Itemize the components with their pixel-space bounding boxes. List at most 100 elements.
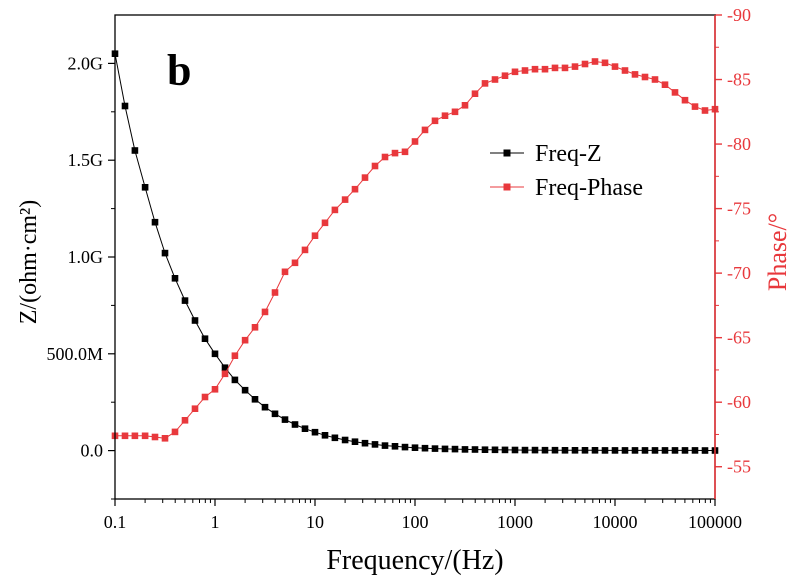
legend: Freq-Z Freq-Phase [490, 141, 643, 201]
freq-z-point [381, 442, 389, 449]
freq-phase-point [581, 60, 589, 68]
freq-phase-point [661, 81, 669, 88]
freq-phase-point [251, 324, 259, 331]
freq-phase-point [381, 153, 389, 161]
freq-phase-point [691, 103, 699, 110]
freq-z-point [601, 447, 609, 454]
legend-label-phase: Freq-Phase [535, 175, 643, 201]
freq-z-point [351, 438, 359, 445]
freq-phase-point [311, 232, 319, 239]
tick-layer: 0.1 1 10 100 1000 10000 100000 0.0 500.0M 1.0G 1.5… [46, 5, 751, 532]
freq-z-point [411, 444, 419, 451]
y-right-axis-title: Phase/° [763, 213, 792, 291]
y-right-tick-label: -55 [727, 457, 751, 477]
freq-phase-point [141, 432, 149, 440]
legend-label-z: Freq-Z [535, 141, 602, 167]
legend-marker-phase [503, 183, 511, 191]
freq-z-point [291, 421, 299, 428]
freq-phase-point [501, 72, 509, 79]
plot-frame [114, 14, 716, 500]
freq-z-point [581, 447, 589, 454]
freq-z-point [641, 447, 649, 454]
freq-z-point [681, 447, 689, 454]
freq-phase-point [291, 259, 299, 267]
freq-z-point [391, 443, 399, 450]
freq-phase-point [591, 58, 599, 65]
freq-z-point [211, 350, 219, 358]
freq-z-point [271, 410, 279, 418]
freq-z-point [701, 447, 709, 454]
freq-phase-point [481, 80, 489, 87]
y-right-tick-label: -75 [727, 199, 751, 219]
y-right-tick-label: -85 [727, 70, 751, 90]
freq-z-point [241, 386, 249, 394]
freq-phase-point [651, 76, 659, 83]
freq-z-point [501, 446, 509, 454]
freq-phase-point [571, 63, 579, 70]
legend-marker-z [503, 149, 511, 157]
x-tick-label: 100 [402, 512, 429, 532]
freq-z-point [311, 428, 319, 436]
freq-phase-point [621, 67, 629, 74]
freq-phase-point [301, 246, 309, 254]
freq-z-point [531, 446, 539, 454]
x-tick-label: 100000 [688, 512, 742, 532]
freq-phase-point [681, 96, 689, 104]
x-tick-label: 0.1 [104, 512, 127, 532]
freq-phase-point [561, 64, 569, 72]
freq-z-point [151, 218, 159, 226]
freq-z-point [611, 447, 619, 454]
freq-phase-point [421, 126, 429, 134]
freq-phase-point [611, 63, 619, 70]
x-tick-label: 10000 [593, 512, 638, 532]
series-layer [111, 50, 719, 454]
y-right-tick-label: -65 [727, 328, 751, 348]
y-right-tick-label: -80 [727, 134, 751, 154]
freq-z-point [591, 447, 599, 454]
freq-phase-point [201, 393, 209, 401]
y-left-axis-title: Z/(ohm·cm²) [16, 200, 42, 325]
freq-phase-point [641, 73, 649, 81]
freq-phase-point [701, 107, 709, 114]
freq-z-point [231, 376, 239, 384]
freq-z-point [191, 317, 199, 324]
freq-z-point [421, 444, 429, 452]
freq-z-point [651, 447, 659, 454]
freq-phase-point [531, 65, 539, 73]
freq-phase-point [631, 71, 639, 78]
freq-phase-point [171, 428, 179, 436]
freq-phase-point [241, 336, 249, 344]
freq-z-point [471, 446, 479, 453]
freq-z-point [181, 297, 189, 304]
x-tick-label: 1 [211, 512, 220, 532]
freq-z-point [321, 432, 329, 439]
x-axis-title: Frequency/(Hz) [326, 545, 503, 576]
freq-phase-point [231, 352, 239, 359]
freq-z-point [361, 439, 369, 447]
freq-z-point [571, 447, 579, 454]
freq-z-line [114, 53, 715, 451]
freq-z-point [201, 335, 209, 342]
freq-phase-point [451, 108, 459, 116]
freq-z-point [251, 396, 259, 403]
freq-z-point [341, 436, 349, 444]
freq-z-point [431, 445, 439, 452]
panel-label: b [167, 46, 191, 95]
freq-z-point [281, 416, 289, 423]
freq-phase-point [491, 76, 499, 83]
y-left-tick-label: 2.0G [68, 53, 104, 73]
y-right-tick-label: -70 [727, 263, 751, 283]
freq-z-point [661, 447, 669, 454]
freq-z-point [631, 447, 639, 454]
freq-phase-point [551, 64, 559, 72]
y-right-tick-label: -60 [727, 392, 751, 412]
freq-phase-point [281, 268, 289, 276]
freq-phase-point [401, 148, 409, 156]
freq-phase-point [541, 65, 549, 73]
freq-z-point [371, 441, 379, 448]
y-left-tick-label: 1.0G [68, 247, 104, 267]
freq-phase-point [461, 102, 469, 109]
freq-phase-point [511, 68, 519, 76]
freq-phase-point [471, 90, 479, 97]
